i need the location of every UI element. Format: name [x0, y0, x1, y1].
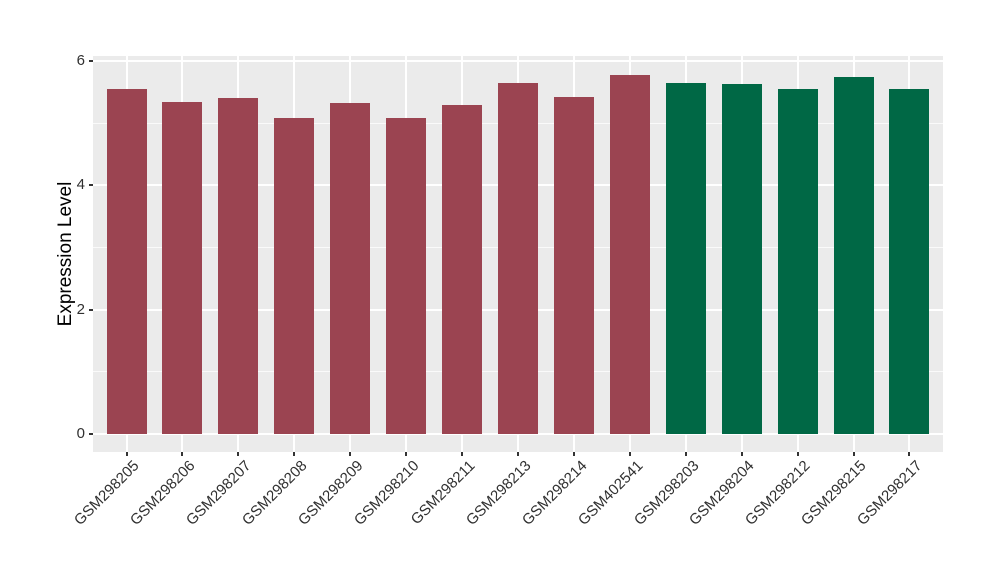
x-tick-mark-GSM298217 — [908, 452, 911, 456]
bar-GSM298208 — [274, 117, 315, 434]
x-tick-mark-GSM298204 — [740, 452, 743, 456]
bar-GSM298204 — [721, 83, 762, 434]
bar-GSM298211 — [442, 105, 483, 434]
bar-GSM298205 — [106, 88, 147, 434]
x-tick-mark-GSM298207 — [237, 452, 240, 456]
bar-GSM298203 — [665, 82, 706, 434]
x-tick-mark-GSM298208 — [293, 452, 296, 456]
bar-GSM298213 — [498, 83, 538, 434]
plot-panel — [93, 56, 943, 452]
bar-GSM298217 — [889, 88, 930, 434]
bar-GSM298209 — [330, 103, 371, 434]
bar-GSM298215 — [833, 77, 874, 434]
x-tick-mark-GSM298211 — [461, 452, 464, 456]
bar-GSM402541 — [609, 74, 650, 434]
x-tick-mark-GSM298213 — [517, 452, 519, 456]
x-tick-mark-GSM298209 — [349, 452, 352, 456]
bar-GSM298207 — [218, 98, 259, 434]
bar-GSM298214 — [553, 97, 594, 434]
bar-GSM298210 — [386, 118, 427, 434]
x-tick-mark-GSM298210 — [405, 452, 408, 456]
y-tick-mark-4 — [89, 184, 93, 187]
y-tick-label-4: 4 — [76, 176, 85, 194]
x-tick-mark-GSM402541 — [628, 452, 631, 456]
x-tick-mark-GSM298205 — [125, 452, 128, 456]
x-tick-mark-GSM298203 — [684, 452, 687, 456]
x-tick-mark-GSM298215 — [852, 452, 855, 456]
y-tick-mark-0 — [89, 433, 93, 435]
y-tick-mark-2 — [89, 308, 93, 311]
bar-GSM298212 — [777, 88, 818, 434]
y-tick-mark-6 — [89, 59, 93, 62]
y-tick-label-0: 0 — [76, 425, 85, 442]
y-tick-label-2: 2 — [76, 300, 85, 318]
y-tick-label-6: 6 — [76, 51, 85, 69]
bar-GSM298206 — [162, 102, 203, 434]
x-tick-mark-GSM298206 — [181, 452, 184, 456]
x-tick-mark-GSM298214 — [572, 452, 575, 456]
x-tick-mark-GSM298212 — [796, 452, 799, 456]
